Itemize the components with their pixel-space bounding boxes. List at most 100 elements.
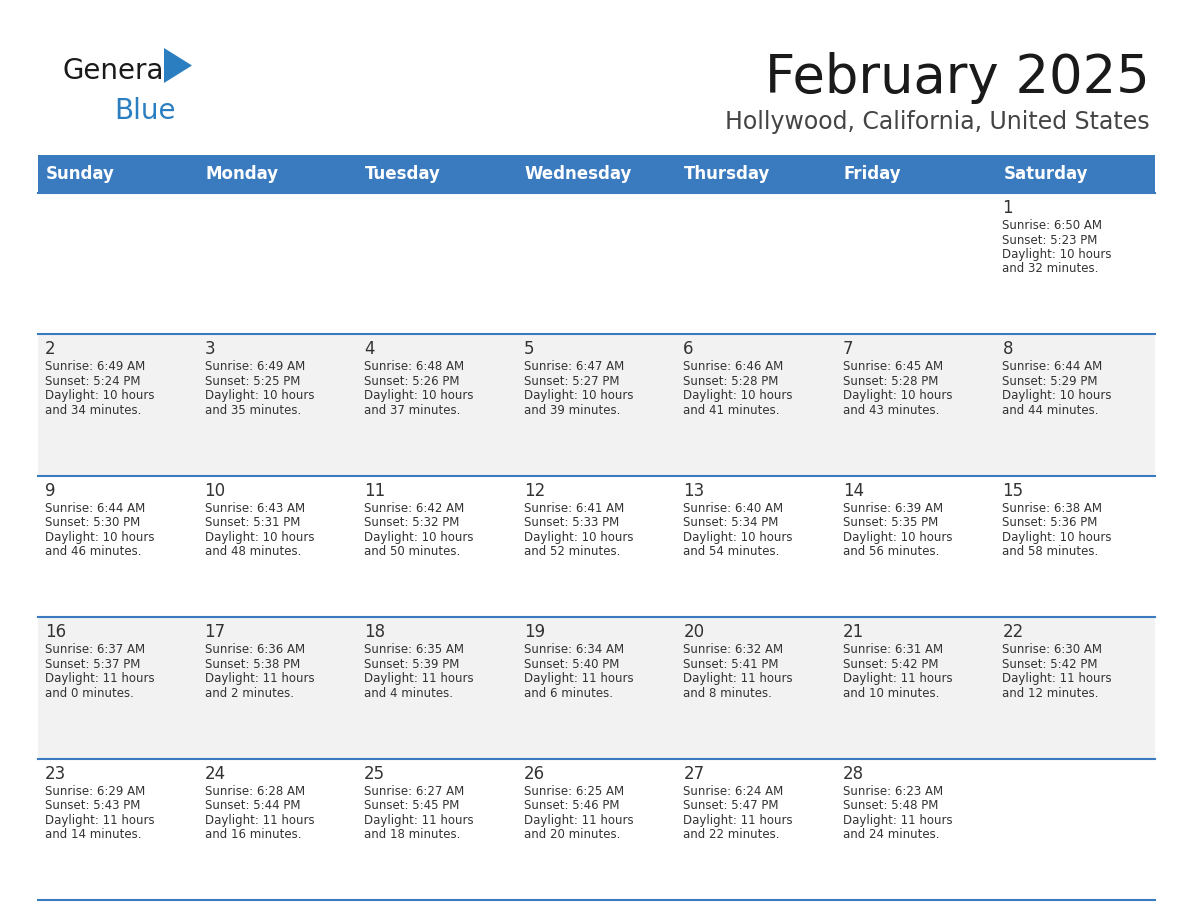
Text: Sunset: 5:41 PM: Sunset: 5:41 PM [683,657,779,671]
Text: Daylight: 11 hours: Daylight: 11 hours [204,813,314,826]
Text: Sunrise: 6:31 AM: Sunrise: 6:31 AM [842,644,943,656]
Polygon shape [164,48,192,83]
Bar [38,476,1155,617]
Text: Sunset: 5:38 PM: Sunset: 5:38 PM [204,657,299,671]
Text: Blue: Blue [114,97,176,125]
Text: 15: 15 [1003,482,1024,499]
Text: Sunrise: 6:39 AM: Sunrise: 6:39 AM [842,502,943,515]
Text: Sunrise: 6:29 AM: Sunrise: 6:29 AM [45,785,145,798]
Text: Sunset: 5:27 PM: Sunset: 5:27 PM [524,375,619,388]
Text: Sunset: 5:39 PM: Sunset: 5:39 PM [365,657,460,671]
Text: and 24 minutes.: and 24 minutes. [842,828,940,841]
Text: Sunrise: 6:35 AM: Sunrise: 6:35 AM [365,644,465,656]
Text: Sunset: 5:29 PM: Sunset: 5:29 PM [1003,375,1098,388]
Text: Sunrise: 6:48 AM: Sunrise: 6:48 AM [365,361,465,374]
Bar [38,758,1155,900]
Text: Sunset: 5:28 PM: Sunset: 5:28 PM [842,375,939,388]
Bar [836,155,996,193]
Text: Daylight: 11 hours: Daylight: 11 hours [683,672,792,685]
Bar [38,617,1155,758]
Text: Sunrise: 6:42 AM: Sunrise: 6:42 AM [365,502,465,515]
Text: Friday: Friday [843,165,902,183]
Text: Sunrise: 6:46 AM: Sunrise: 6:46 AM [683,361,784,374]
Text: Sunset: 5:37 PM: Sunset: 5:37 PM [45,657,140,671]
Text: and 22 minutes.: and 22 minutes. [683,828,779,841]
Text: 12: 12 [524,482,545,499]
Text: 22: 22 [1003,623,1024,641]
Text: Sunrise: 6:41 AM: Sunrise: 6:41 AM [524,502,624,515]
Text: Daylight: 10 hours: Daylight: 10 hours [683,389,792,402]
Text: Thursday: Thursday [684,165,771,183]
Text: 9: 9 [45,482,56,499]
Text: 7: 7 [842,341,853,358]
Text: Sunrise: 6:49 AM: Sunrise: 6:49 AM [45,361,145,374]
Text: 23: 23 [45,765,67,783]
Text: and 10 minutes.: and 10 minutes. [842,687,940,700]
Text: Sunset: 5:33 PM: Sunset: 5:33 PM [524,516,619,530]
Text: and 4 minutes.: and 4 minutes. [365,687,453,700]
Text: and 35 minutes.: and 35 minutes. [204,404,301,417]
Text: 2: 2 [45,341,56,358]
Text: and 6 minutes.: and 6 minutes. [524,687,613,700]
Text: Sunset: 5:34 PM: Sunset: 5:34 PM [683,516,778,530]
Text: 3: 3 [204,341,215,358]
Text: and 34 minutes.: and 34 minutes. [45,404,141,417]
Text: Daylight: 11 hours: Daylight: 11 hours [524,813,633,826]
Bar [676,155,836,193]
Text: Sunrise: 6:38 AM: Sunrise: 6:38 AM [1003,502,1102,515]
Text: 17: 17 [204,623,226,641]
Text: and 37 minutes.: and 37 minutes. [365,404,461,417]
Text: and 41 minutes.: and 41 minutes. [683,404,779,417]
Text: Sunrise: 6:30 AM: Sunrise: 6:30 AM [1003,644,1102,656]
Text: Sunrise: 6:47 AM: Sunrise: 6:47 AM [524,361,624,374]
Text: Sunrise: 6:36 AM: Sunrise: 6:36 AM [204,644,304,656]
Text: Daylight: 10 hours: Daylight: 10 hours [1003,248,1112,261]
Text: and 54 minutes.: and 54 minutes. [683,545,779,558]
Text: Sunrise: 6:45 AM: Sunrise: 6:45 AM [842,361,943,374]
Text: 28: 28 [842,765,864,783]
Text: 16: 16 [45,623,67,641]
Text: Sunset: 5:40 PM: Sunset: 5:40 PM [524,657,619,671]
Text: Daylight: 11 hours: Daylight: 11 hours [45,672,154,685]
Text: Daylight: 11 hours: Daylight: 11 hours [365,813,474,826]
Text: Sunrise: 6:34 AM: Sunrise: 6:34 AM [524,644,624,656]
Text: Monday: Monday [206,165,279,183]
Text: Sunrise: 6:49 AM: Sunrise: 6:49 AM [204,361,305,374]
Bar [517,155,676,193]
Text: Daylight: 10 hours: Daylight: 10 hours [365,531,474,543]
Text: General: General [62,57,171,85]
Text: and 0 minutes.: and 0 minutes. [45,687,134,700]
Text: Sunrise: 6:44 AM: Sunrise: 6:44 AM [45,502,145,515]
Text: Daylight: 11 hours: Daylight: 11 hours [204,672,314,685]
Text: and 2 minutes.: and 2 minutes. [204,687,293,700]
Text: Daylight: 10 hours: Daylight: 10 hours [683,531,792,543]
Text: Sunset: 5:48 PM: Sunset: 5:48 PM [842,799,939,812]
Text: Daylight: 10 hours: Daylight: 10 hours [365,389,474,402]
Text: 10: 10 [204,482,226,499]
Text: 19: 19 [524,623,545,641]
Text: Sunset: 5:24 PM: Sunset: 5:24 PM [45,375,140,388]
Text: 8: 8 [1003,341,1013,358]
Text: Daylight: 11 hours: Daylight: 11 hours [365,672,474,685]
Text: and 16 minutes.: and 16 minutes. [204,828,301,841]
Text: Daylight: 11 hours: Daylight: 11 hours [524,672,633,685]
Text: and 48 minutes.: and 48 minutes. [204,545,301,558]
Text: Sunset: 5:31 PM: Sunset: 5:31 PM [204,516,299,530]
Text: and 8 minutes.: and 8 minutes. [683,687,772,700]
Text: Daylight: 11 hours: Daylight: 11 hours [842,813,953,826]
Text: Sunrise: 6:40 AM: Sunrise: 6:40 AM [683,502,783,515]
Text: Daylight: 10 hours: Daylight: 10 hours [45,531,154,543]
Text: Daylight: 10 hours: Daylight: 10 hours [1003,389,1112,402]
Text: and 18 minutes.: and 18 minutes. [365,828,461,841]
Text: and 50 minutes.: and 50 minutes. [365,545,461,558]
Text: and 20 minutes.: and 20 minutes. [524,828,620,841]
Text: Sunset: 5:47 PM: Sunset: 5:47 PM [683,799,779,812]
Text: Sunset: 5:46 PM: Sunset: 5:46 PM [524,799,619,812]
Text: Daylight: 11 hours: Daylight: 11 hours [842,672,953,685]
Text: Daylight: 10 hours: Daylight: 10 hours [842,531,953,543]
Text: Sunset: 5:32 PM: Sunset: 5:32 PM [365,516,460,530]
Text: Daylight: 11 hours: Daylight: 11 hours [683,813,792,826]
Text: February 2025: February 2025 [765,52,1150,104]
Text: and 39 minutes.: and 39 minutes. [524,404,620,417]
Bar [197,155,358,193]
